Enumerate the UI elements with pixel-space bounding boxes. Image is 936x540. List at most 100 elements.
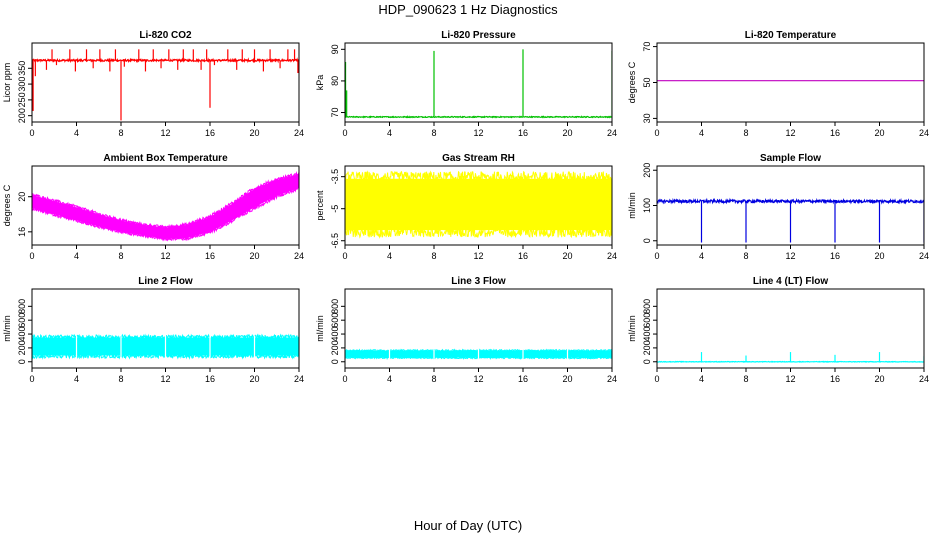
panel-3: Li-820 Temperature degrees C 0 4 8 12 16 20 24 30… xyxy=(627,30,929,138)
x-tick-label: 8 xyxy=(431,251,436,261)
y-axis-title: percent xyxy=(315,190,325,221)
panel-2: Li-820 Pressure kPa 0 4 8 12 16 20 24 70 80 90 xyxy=(315,30,617,138)
x-tick-label: 0 xyxy=(29,128,34,138)
y-tick-label: 600 xyxy=(642,313,652,328)
x-tick-label: 0 xyxy=(342,128,347,138)
x-tick-label: 20 xyxy=(249,128,259,138)
x-tick-label: 20 xyxy=(874,251,884,261)
y-tick-label: 250 xyxy=(17,92,27,107)
plot-area xyxy=(32,170,299,242)
x-tick-label: 20 xyxy=(562,128,572,138)
y-tick-label: 600 xyxy=(330,313,340,328)
x-tick-label: 20 xyxy=(562,251,572,261)
data-band-upper-edge xyxy=(345,170,612,185)
y-tick-label: 70 xyxy=(642,42,652,52)
y-tick-label: 200 xyxy=(17,108,27,123)
x-tick-label: 0 xyxy=(29,251,34,261)
y-tick-label: 30 xyxy=(642,113,652,123)
x-tick-label: 8 xyxy=(743,128,748,138)
x-tick-label: 12 xyxy=(785,374,795,384)
plot-area xyxy=(32,333,299,360)
x-tick-label: 12 xyxy=(160,128,170,138)
y-axis-title: ml/min xyxy=(627,315,637,342)
y-tick-label: -6.5 xyxy=(330,233,340,249)
x-tick-label: 4 xyxy=(387,128,392,138)
x-tick-label: 0 xyxy=(654,251,659,261)
x-tick-label: 12 xyxy=(785,251,795,261)
y-tick-label: -5 xyxy=(330,205,340,213)
y-tick-label: 200 xyxy=(642,163,652,178)
panel-6: Sample Flow ml/min 0 4 8 12 16 20 24 0 100 200 xyxy=(627,153,929,261)
panel-5: Gas Stream RH percent 0 4 8 12 16 20 24 -6.5 -5 -3.… xyxy=(315,153,617,261)
data-band xyxy=(345,178,612,231)
x-tick-label: 12 xyxy=(160,251,170,261)
x-tick-label: 24 xyxy=(294,128,304,138)
x-tick-label: 4 xyxy=(387,251,392,261)
x-tick-label: 20 xyxy=(874,374,884,384)
x-tick-label: 16 xyxy=(205,128,215,138)
x-tick-label: 16 xyxy=(830,374,840,384)
y-tick-label: 0 xyxy=(330,359,340,364)
panel-title: Line 4 (LT) Flow xyxy=(753,276,829,287)
panel-title: Line 3 Flow xyxy=(451,276,506,287)
y-tick-label: 0 xyxy=(642,359,652,364)
data-band-lower-edge xyxy=(32,186,299,242)
y-tick-label: 800 xyxy=(642,299,652,314)
x-tick-label: 0 xyxy=(342,251,347,261)
plot-frame xyxy=(656,42,925,123)
y-tick-label: 350 xyxy=(17,61,27,76)
x-tick-label: 4 xyxy=(74,374,79,384)
x-tick-label: 24 xyxy=(919,374,929,384)
y-tick-label: 70 xyxy=(330,108,340,118)
y-tick-label: 600 xyxy=(17,313,27,328)
x-tick-label: 0 xyxy=(654,128,659,138)
y-tick-label: 200 xyxy=(17,340,27,355)
x-tick-label: 16 xyxy=(518,374,528,384)
plot-area xyxy=(345,49,612,119)
y-tick-label: 800 xyxy=(330,299,340,314)
y-tick-label: 90 xyxy=(330,44,340,54)
x-tick-label: 24 xyxy=(919,128,929,138)
panel-title: Gas Stream RH xyxy=(442,153,515,164)
x-tick-label: 12 xyxy=(473,374,483,384)
x-tick-label: 8 xyxy=(743,374,748,384)
y-tick-label: 50 xyxy=(642,77,652,87)
y-tick-label: 400 xyxy=(642,327,652,342)
y-tick-label: 16 xyxy=(17,227,27,237)
data-band-upper-edge xyxy=(32,170,299,230)
x-tick-label: 0 xyxy=(342,374,347,384)
y-tick-label: 800 xyxy=(17,299,27,314)
x-tick-label: 24 xyxy=(294,251,304,261)
x-tick-label: 12 xyxy=(785,128,795,138)
x-tick-label: 20 xyxy=(249,251,259,261)
panel-title: Ambient Box Temperature xyxy=(103,153,228,164)
panel-title: Line 2 Flow xyxy=(138,276,193,287)
x-tick-label: 20 xyxy=(249,374,259,384)
panel-title: Li-820 Temperature xyxy=(745,30,837,41)
x-tick-label: 16 xyxy=(518,251,528,261)
plot-area xyxy=(345,348,612,360)
y-tick-label: 200 xyxy=(642,340,652,355)
y-tick-label: -3.5 xyxy=(330,169,340,185)
x-tick-label: 20 xyxy=(874,128,884,138)
data-series-line xyxy=(657,360,924,363)
panel-7: Line 2 Flow ml/min 0 4 8 12 16 20 24 0 20040060080… xyxy=(2,276,304,384)
x-tick-label: 16 xyxy=(518,128,528,138)
x-tick-label: 24 xyxy=(607,128,617,138)
x-tick-label: 12 xyxy=(473,128,483,138)
x-tick-label: 20 xyxy=(562,374,572,384)
x-tick-label: 24 xyxy=(919,251,929,261)
data-band xyxy=(32,173,299,239)
x-tick-label: 8 xyxy=(431,128,436,138)
x-tick-label: 12 xyxy=(473,251,483,261)
x-tick-label: 8 xyxy=(118,374,123,384)
plot-area xyxy=(657,197,924,243)
plot-area xyxy=(657,352,924,363)
data-series-line xyxy=(32,57,299,64)
x-tick-label: 0 xyxy=(29,374,34,384)
y-tick-label: 100 xyxy=(642,198,652,213)
plot-area xyxy=(345,170,612,239)
panel-8: Line 3 Flow ml/min 0 4 8 12 16 20 24 0 20040060080… xyxy=(315,276,617,384)
data-series-line xyxy=(345,115,612,119)
